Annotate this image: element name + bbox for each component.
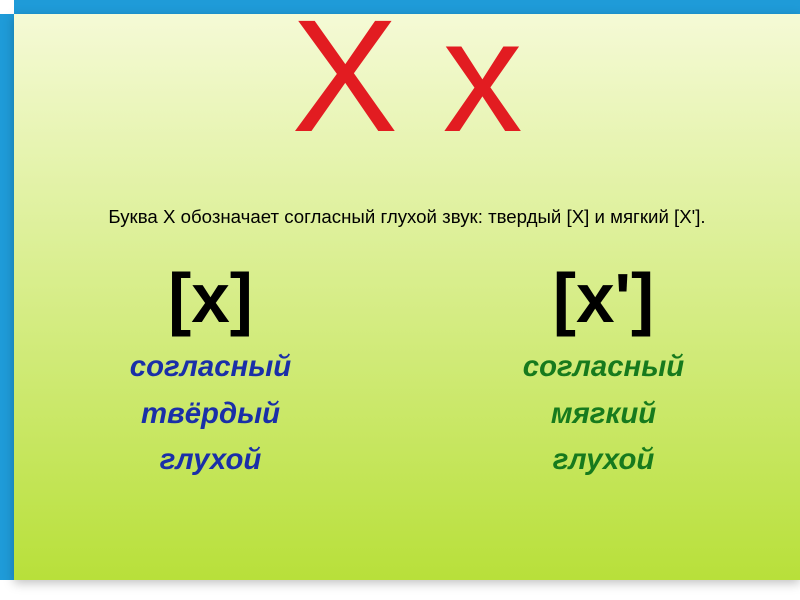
- subtitle-text: Буква Х обозначает согласный глухой звук…: [14, 206, 800, 228]
- hard-sound-column: [х] согласный твёрдый глухой: [14, 264, 407, 490]
- soft-prop-3: глухой: [553, 444, 655, 476]
- accent-border-left: [0, 14, 14, 580]
- soft-prop-2: мягкий: [551, 398, 656, 430]
- hard-sound-symbol: [х]: [168, 264, 253, 333]
- letter-title: Х х: [14, 0, 800, 156]
- soft-prop-1: согласный: [523, 351, 684, 383]
- slide-surface: Х х Буква Х обозначает согласный глухой …: [14, 14, 800, 580]
- soft-sound-column: [х'] согласный мягкий глухой: [407, 264, 800, 490]
- hard-prop-1: согласный: [130, 351, 291, 383]
- hard-prop-2: твёрдый: [141, 398, 280, 430]
- hard-prop-3: глухой: [160, 444, 262, 476]
- soft-sound-symbol: [х']: [553, 264, 654, 333]
